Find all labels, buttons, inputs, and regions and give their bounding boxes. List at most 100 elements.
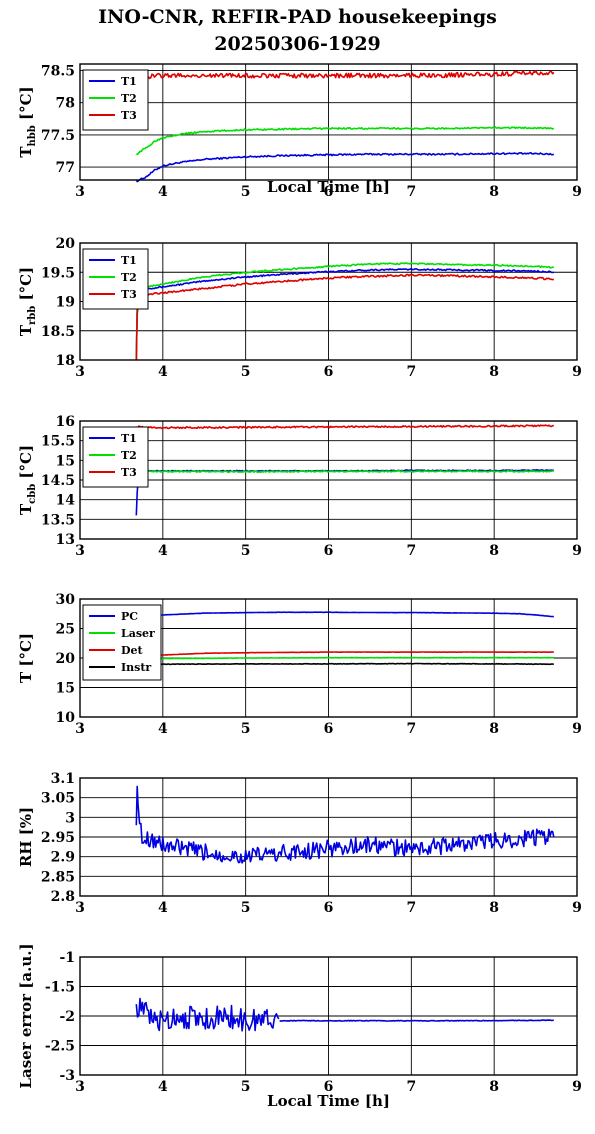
y-tick-label: 15: [56, 453, 75, 469]
legend-box: [82, 426, 149, 488]
legend-box: [82, 69, 149, 131]
x-tick-label: 5: [241, 1079, 251, 1095]
legend-label: T2: [121, 92, 137, 105]
x-tick-label: 7: [406, 1079, 416, 1095]
x-tick-label: 5: [241, 900, 251, 916]
legend-label: T3: [121, 466, 137, 479]
y-axis-title: Trbb [°C]: [17, 267, 38, 336]
series-line-t2: [135, 262, 555, 361]
x-tick-label: 7: [406, 184, 416, 200]
chart-panel-5: 2.8 2.85 2.9 2.95 3 3.05 3.1 3 4 5 6 7 8 9 RH [%]: [17, 771, 582, 916]
chart-panel-2: 18 18.5 19 19.5 20 3 4 5 6 7 8 9 Trbb [°C] T1 T2 T3: [17, 236, 582, 380]
x-tick-label: 6: [324, 1079, 334, 1095]
legend-label: T1: [121, 254, 137, 267]
x-tick-label: 3: [75, 364, 85, 380]
y-tick-label: 3: [65, 810, 75, 826]
x-tick-label: 8: [489, 1079, 499, 1095]
series-line-pc: [136, 611, 554, 618]
y-tick-label: 3.1: [51, 771, 75, 787]
plot-frame: [79, 242, 578, 361]
x-tick-label: 6: [324, 364, 334, 380]
chart-title: INO-CNR, REFIR-PAD housekeepings: [98, 6, 497, 28]
y-tick-label: 2.95: [41, 830, 75, 846]
x-tick-label: 9: [572, 184, 582, 200]
y-tick-label: 14: [56, 493, 76, 509]
y-tick-label: 20: [56, 651, 76, 667]
y-axis-title: Thbb [°C]: [17, 86, 38, 157]
y-tick-label: 30: [56, 592, 76, 608]
series-line-t2: [136, 126, 555, 155]
chart-panel-4: 10 15 20 25 30 3 4 5 6 7 8 9 T [°C] PC Laser Det Instr: [17, 592, 582, 737]
x-tick-label: 9: [572, 900, 582, 916]
y-tick-label: 15.5: [41, 434, 75, 450]
series-line-data-1: [135, 997, 280, 1032]
x-tick-label: 5: [241, 184, 251, 200]
x-tick-label: 7: [406, 543, 416, 559]
y-axis-title: T [°C]: [17, 633, 35, 683]
legend-label: T3: [121, 288, 137, 301]
chart-subtitle: 20250306-1929: [214, 33, 381, 55]
x-tick-label: 7: [406, 721, 416, 737]
legend-label: T3: [121, 109, 137, 122]
y-tick-label: 13.5: [41, 512, 75, 528]
x-tick-label: 8: [489, 184, 499, 200]
legend-label: Laser: [121, 627, 155, 640]
plot-frame: [79, 956, 578, 1076]
x-tick-label: 9: [572, 364, 582, 380]
y-tick-label: 18: [56, 353, 75, 369]
x-axis-title: Local Time [h]: [267, 1092, 390, 1110]
plot-frame: [79, 420, 578, 540]
x-tick-label: 7: [406, 364, 416, 380]
x-tick-label: 6: [324, 900, 334, 916]
legend-box: [82, 248, 149, 310]
y-tick-label: 16: [56, 414, 75, 430]
legend-label: Instr: [121, 661, 151, 674]
x-axis-title: Local Time [h]: [267, 178, 390, 196]
series-line-t2: [135, 470, 555, 481]
y-tick-label: 78.5: [41, 63, 75, 79]
x-tick-label: 4: [158, 900, 168, 916]
x-tick-label: 9: [572, 543, 582, 559]
chart-panel-6: -3 -2.5 -2 -1.5 -1 3 4 5 6 7 8 9 Local Time [h] Laser…: [17, 943, 582, 1110]
x-tick-label: 4: [158, 721, 168, 737]
plot-frame: [79, 777, 578, 897]
y-axis-title: Laser error [a.u.]: [17, 943, 35, 1088]
x-tick-label: 6: [324, 721, 334, 737]
x-tick-label: 9: [572, 1079, 582, 1095]
series-line-t3: [135, 273, 554, 361]
y-tick-label: 2.8: [51, 889, 75, 905]
x-tick-label: 4: [158, 364, 168, 380]
x-tick-label: 6: [324, 543, 334, 559]
x-tick-label: 4: [158, 543, 168, 559]
y-tick-label: 2.9: [51, 850, 75, 866]
x-tick-label: 5: [241, 543, 251, 559]
x-tick-label: 3: [75, 721, 85, 737]
y-tick-label: 78: [56, 96, 75, 112]
series-line-data-2: [279, 1019, 554, 1022]
x-tick-label: 3: [75, 184, 85, 200]
y-tick-label: 19: [56, 295, 75, 311]
y-tick-label: 2.85: [41, 869, 75, 885]
x-tick-label: 8: [489, 543, 499, 559]
x-tick-label: 9: [572, 721, 582, 737]
legend-label: T1: [121, 75, 137, 88]
y-tick-label: 77: [56, 160, 75, 176]
series-line-t1: [135, 267, 554, 361]
y-tick-label: 20: [56, 236, 76, 252]
series-line-t3: [135, 424, 554, 430]
series-line-det: [136, 651, 554, 658]
y-tick-label: 14.5: [41, 473, 75, 489]
y-tick-label: -1: [59, 950, 75, 966]
y-tick-label: 18.5: [41, 324, 75, 340]
x-tick-label: 3: [75, 1079, 85, 1095]
series-line-data-1: [135, 785, 555, 864]
legend-label: T2: [121, 449, 137, 462]
y-axis-title: Tcbb [°C]: [17, 445, 38, 515]
series-line-t3: [135, 70, 555, 80]
x-tick-label: 5: [241, 364, 251, 380]
x-tick-label: 3: [75, 543, 85, 559]
y-tick-label: 13: [56, 532, 75, 548]
legend-label: PC: [121, 610, 138, 623]
